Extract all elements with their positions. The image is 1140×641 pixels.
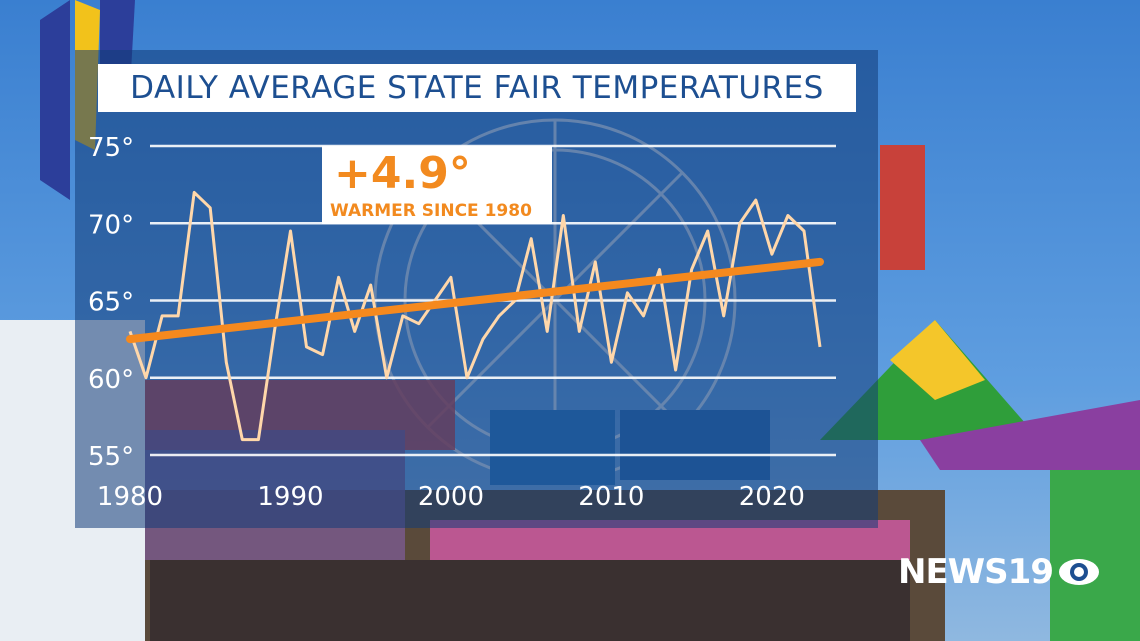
y-tick-label: 60°	[88, 365, 134, 395]
y-tick-label: 55°	[88, 442, 134, 472]
x-tick-label: 2020	[739, 482, 805, 512]
cbs-eye-icon	[1059, 559, 1099, 585]
news19-logo: NEWS19	[898, 548, 1101, 596]
x-tick-label: 1980	[97, 482, 163, 512]
y-tick-label: 70°	[88, 210, 134, 240]
x-tick-label: 2010	[578, 482, 644, 512]
logo-text: NEWS19	[898, 552, 1054, 592]
chart-panel	[75, 50, 878, 528]
trend-line	[126, 257, 824, 344]
warming-caption: WARMER SINCE 1980	[330, 201, 532, 221]
x-tick-label: 2000	[418, 482, 484, 512]
warming-annotation: +4.9° WARMER SINCE 1980	[322, 146, 552, 224]
x-tick-label: 1990	[257, 482, 323, 512]
temperature-line	[128, 190, 822, 442]
x-axis-ticks: 1980 1990 2000 2010 2020	[97, 482, 805, 512]
y-tick-label: 65°	[88, 288, 134, 318]
series	[126, 190, 824, 442]
warming-value: +4.9°	[334, 148, 471, 199]
chart-title-box: DAILY AVERAGE STATE FAIR TEMPERATURES	[98, 64, 856, 112]
y-tick-label: 75°	[88, 133, 134, 163]
y-axis-ticks: 55° 60° 65° 70° 75°	[88, 133, 134, 472]
chart-title: DAILY AVERAGE STATE FAIR TEMPERATURES	[130, 70, 824, 106]
